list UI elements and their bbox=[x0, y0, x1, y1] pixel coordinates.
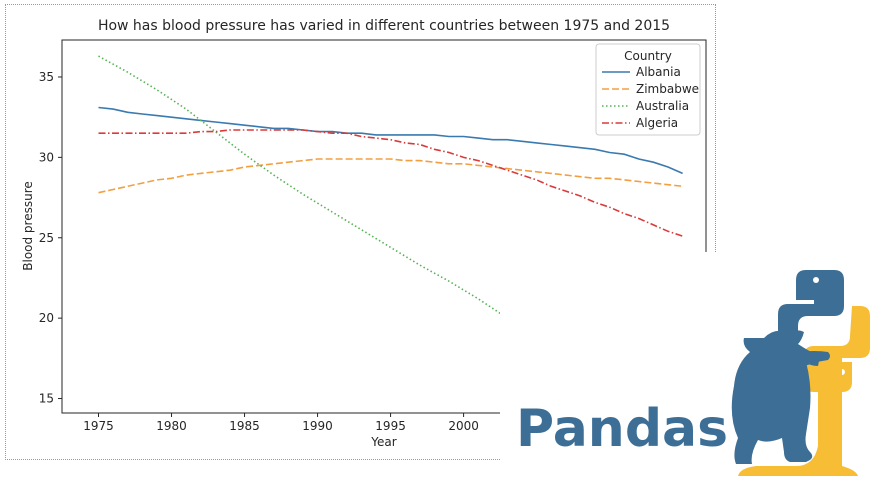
legend: Country Albania Zimbabwe Australia Algeria bbox=[595, 43, 701, 136]
series-layer bbox=[98, 55, 683, 319]
y-tick-label: 30 bbox=[39, 150, 54, 164]
bear-body bbox=[731, 330, 820, 464]
legend-label-albania: Albania bbox=[636, 65, 681, 79]
series-line-zimbabwe bbox=[98, 158, 683, 194]
y-axis-label: Blood pressure bbox=[21, 181, 35, 271]
y-axis: 15 20 25 30 35 bbox=[39, 70, 62, 406]
x-tick-label: 1995 bbox=[375, 419, 406, 433]
bear-icon bbox=[731, 330, 858, 476]
y-tick-label: 20 bbox=[39, 311, 54, 325]
x-axis: 1975 1980 1985 1990 1995 2000 bbox=[83, 413, 479, 433]
legend-label-zimbabwe: Zimbabwe bbox=[636, 82, 699, 96]
series-line-albania bbox=[98, 106, 683, 175]
x-tick-label: 1990 bbox=[302, 419, 333, 433]
x-tick-label: 1985 bbox=[229, 419, 260, 433]
y-tick-label: 15 bbox=[39, 392, 54, 406]
legend-title: Country bbox=[624, 49, 672, 63]
x-tick-label: 2000 bbox=[448, 419, 479, 433]
chart-title: How has blood pressure has varied in dif… bbox=[98, 18, 670, 34]
legend-label-australia: Australia bbox=[636, 99, 689, 113]
y-tick-label: 25 bbox=[39, 231, 54, 245]
legend-label-algeria: Algeria bbox=[636, 116, 678, 130]
legend-items: Albania Zimbabwe Australia Algeria bbox=[602, 65, 699, 130]
climbing-post bbox=[738, 356, 858, 476]
x-tick-label: 1980 bbox=[156, 419, 187, 433]
bear-arm bbox=[796, 351, 830, 368]
series-line-algeria bbox=[98, 129, 683, 237]
chart-frame bbox=[5, 4, 716, 460]
x-axis-label: Year bbox=[370, 435, 396, 449]
legend-box bbox=[595, 43, 701, 136]
pandas-wordmark: Pandas bbox=[516, 399, 728, 459]
python-logo-eye-top bbox=[813, 277, 819, 283]
x-tick-label: 1975 bbox=[83, 419, 114, 433]
y-tick-label: 35 bbox=[39, 70, 54, 84]
